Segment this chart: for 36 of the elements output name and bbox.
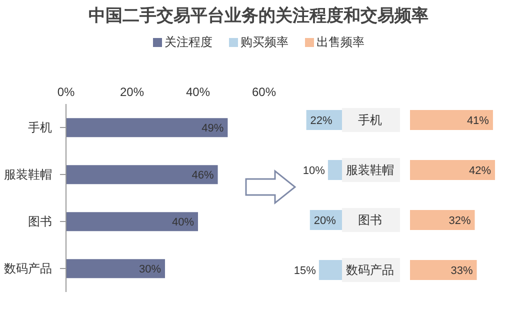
bar <box>66 212 198 232</box>
y-tick-label: 手机 <box>28 120 52 134</box>
bar <box>410 160 495 180</box>
y-tick-label: 服装鞋帽 <box>346 163 394 177</box>
data-label: 46% <box>192 170 214 182</box>
data-label: 42% <box>468 165 492 177</box>
data-label: 33% <box>450 265 473 277</box>
x-tick-label: 20% <box>120 85 144 99</box>
bar <box>66 165 218 184</box>
x-tick-label: 40% <box>186 85 210 99</box>
y-tick-label: 图书 <box>358 213 382 227</box>
legend-label: 出售频率 <box>316 34 364 51</box>
x-tick-label: 0% <box>57 85 75 99</box>
data-label: 40% <box>172 216 194 229</box>
bar <box>410 110 493 130</box>
bar <box>66 118 228 138</box>
bar <box>410 260 477 280</box>
legend-label: 关注程度 <box>164 34 212 51</box>
data-label: 30% <box>138 264 162 276</box>
data-label: 15% <box>294 265 316 277</box>
y-tick-label: 服装鞋帽 <box>4 168 52 182</box>
bar <box>66 259 165 278</box>
y-tick-label: 数码产品 <box>346 263 394 277</box>
chart-title: 中国二手交易平台业务的关注程度和交易频率 <box>88 5 430 27</box>
legend-label: 购买频率 <box>240 34 288 51</box>
data-label: 41% <box>466 115 490 127</box>
data-label: 10% <box>302 165 326 177</box>
bar <box>410 210 475 230</box>
data-label: 49% <box>202 122 224 135</box>
y-tick-label: 数码产品 <box>4 262 52 276</box>
data-label: 22% <box>310 115 333 127</box>
data-label: 20% <box>314 215 336 227</box>
y-tick-label: 手机 <box>358 113 382 127</box>
x-tick-label: 60% <box>252 85 276 99</box>
data-label: 32% <box>448 215 471 227</box>
y-tick-label: 图书 <box>28 214 52 228</box>
